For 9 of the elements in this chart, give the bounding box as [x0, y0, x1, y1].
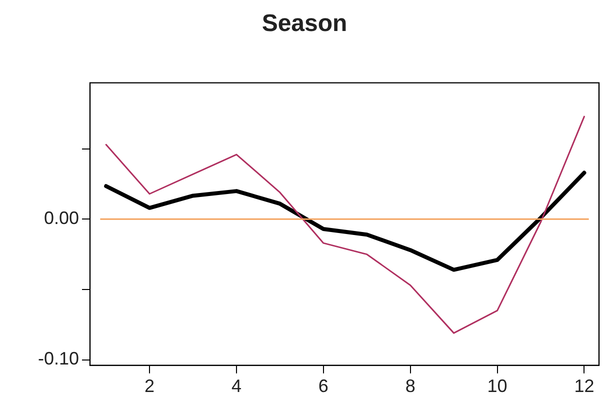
y-tick-label: 0.00: [44, 208, 79, 228]
x-tick-label: 6: [318, 376, 328, 396]
x-tick-label: 12: [574, 376, 594, 396]
x-tick-label: 4: [231, 376, 242, 396]
x-tick-label: 8: [405, 376, 416, 396]
chart-title: Season: [262, 10, 348, 38]
y-tick-label: -0.10: [38, 348, 79, 369]
x-tick-label: 2: [144, 376, 155, 396]
x-tick-label: 10: [487, 376, 508, 396]
